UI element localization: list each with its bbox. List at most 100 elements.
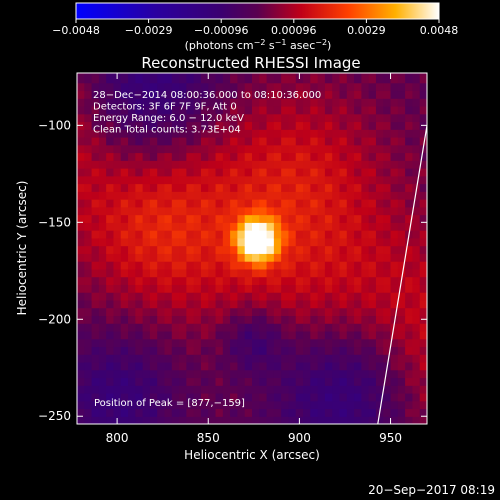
heatmap-cell xyxy=(91,121,100,130)
heatmap-cell xyxy=(230,361,239,371)
heatmap-cell xyxy=(419,183,427,192)
heatmap-cell xyxy=(113,82,122,92)
heatmap-cell xyxy=(361,73,370,76)
heatmap-cell xyxy=(266,222,275,231)
heatmap-cell xyxy=(244,392,253,402)
heatmap-cell xyxy=(142,74,151,84)
heatmap-cell xyxy=(142,160,151,169)
heatmap-cell xyxy=(295,237,304,247)
heatmap-cell xyxy=(171,105,180,115)
heatmap-cell xyxy=(368,113,377,123)
heatmap-cell xyxy=(390,377,399,386)
heatmap-cell xyxy=(142,191,151,200)
heatmap-cell xyxy=(383,377,392,386)
heatmap-cell xyxy=(230,392,239,402)
heatmap-cell xyxy=(273,98,282,107)
heatmap-cell xyxy=(288,90,297,99)
heatmap-cell xyxy=(288,175,297,185)
heatmap-cell xyxy=(354,152,362,161)
heatmap-cell xyxy=(164,416,173,424)
heatmap-cell xyxy=(412,416,421,424)
heatmap-cell xyxy=(120,206,129,216)
heatmap-cell xyxy=(252,346,260,355)
heatmap-cell xyxy=(135,74,144,84)
heatmap-cell xyxy=(252,214,260,223)
heatmap-cell xyxy=(128,206,136,216)
heatmap-cell xyxy=(98,82,107,92)
heatmap-cell xyxy=(332,268,341,278)
y-tick-label: −150 xyxy=(38,215,71,229)
heatmap-cell xyxy=(106,175,115,185)
heatmap-cell xyxy=(361,175,370,185)
heatmap-cell xyxy=(303,416,311,424)
heatmap-cell xyxy=(142,377,151,386)
heatmap-cell xyxy=(157,113,166,123)
heatmap-cell xyxy=(171,90,180,99)
heatmap-cell xyxy=(317,98,326,107)
heatmap-cell xyxy=(171,230,180,239)
heatmap-cell xyxy=(142,90,151,99)
heatmap-cell xyxy=(128,82,136,92)
heatmap-cell xyxy=(135,354,144,363)
heatmap-cell xyxy=(120,98,129,107)
heatmap-cell xyxy=(397,299,406,309)
heatmap-cell xyxy=(113,168,122,177)
heatmap-cell xyxy=(332,152,341,161)
heatmap-cell xyxy=(281,385,290,394)
heatmap-cell xyxy=(375,377,384,386)
heatmap-cell xyxy=(186,105,195,115)
heatmap-cell xyxy=(244,90,253,99)
heatmap-cell xyxy=(84,245,93,254)
heatmap-cell xyxy=(412,346,421,355)
heatmap-cell xyxy=(77,129,85,138)
heatmap-cell xyxy=(106,113,115,123)
heatmap-cell xyxy=(98,377,107,386)
heatmap-cell xyxy=(149,206,158,216)
heatmap-cell xyxy=(98,129,107,138)
heatmap-cell xyxy=(186,392,195,402)
heatmap-cell xyxy=(412,214,421,223)
heatmap-cell xyxy=(244,323,253,332)
heatmap-cell xyxy=(230,369,239,379)
heatmap-cell xyxy=(390,168,399,177)
heatmap-cell xyxy=(91,152,100,161)
heatmap-cell xyxy=(84,222,93,231)
heatmap-cell xyxy=(91,268,100,278)
heatmap-cell xyxy=(303,168,311,177)
heatmap-cell xyxy=(317,261,326,270)
heatmap-cell xyxy=(215,152,224,161)
heatmap-cell xyxy=(288,408,297,417)
heatmap-cell xyxy=(98,214,107,223)
heatmap-cell xyxy=(120,400,129,410)
heatmap-cell xyxy=(171,284,180,293)
heatmap-cell xyxy=(259,315,268,324)
heatmap-cell xyxy=(252,338,260,348)
heatmap-cell xyxy=(200,74,209,84)
heatmap-cell xyxy=(120,346,129,355)
heatmap-cell xyxy=(412,369,421,379)
heatmap-cell xyxy=(77,175,85,185)
heatmap-cell xyxy=(259,354,268,363)
heatmap-cell xyxy=(303,307,311,317)
heatmap-cell xyxy=(179,292,187,301)
heatmap-cell xyxy=(390,183,399,192)
heatmap-cell xyxy=(295,377,304,386)
heatmap-cell xyxy=(390,199,399,208)
heatmap-cell xyxy=(295,82,304,92)
heatmap-cell xyxy=(171,369,180,379)
heatmap-cell xyxy=(324,268,333,278)
heatmap-cell xyxy=(179,82,187,92)
heatmap-cell xyxy=(259,408,268,417)
heatmap-cell xyxy=(142,361,151,371)
heatmap-cell xyxy=(135,214,144,223)
heatmap-cell xyxy=(91,144,100,154)
heatmap-cell xyxy=(303,74,311,84)
heatmap-cell xyxy=(419,175,427,185)
heatmap-cell xyxy=(237,245,246,254)
heatmap-cell xyxy=(397,168,406,177)
heatmap-cell xyxy=(324,152,333,161)
heatmap-cell xyxy=(186,160,195,169)
heatmap-cell xyxy=(244,361,253,371)
heatmap-cell xyxy=(397,385,406,394)
heatmap-cell xyxy=(157,98,166,107)
